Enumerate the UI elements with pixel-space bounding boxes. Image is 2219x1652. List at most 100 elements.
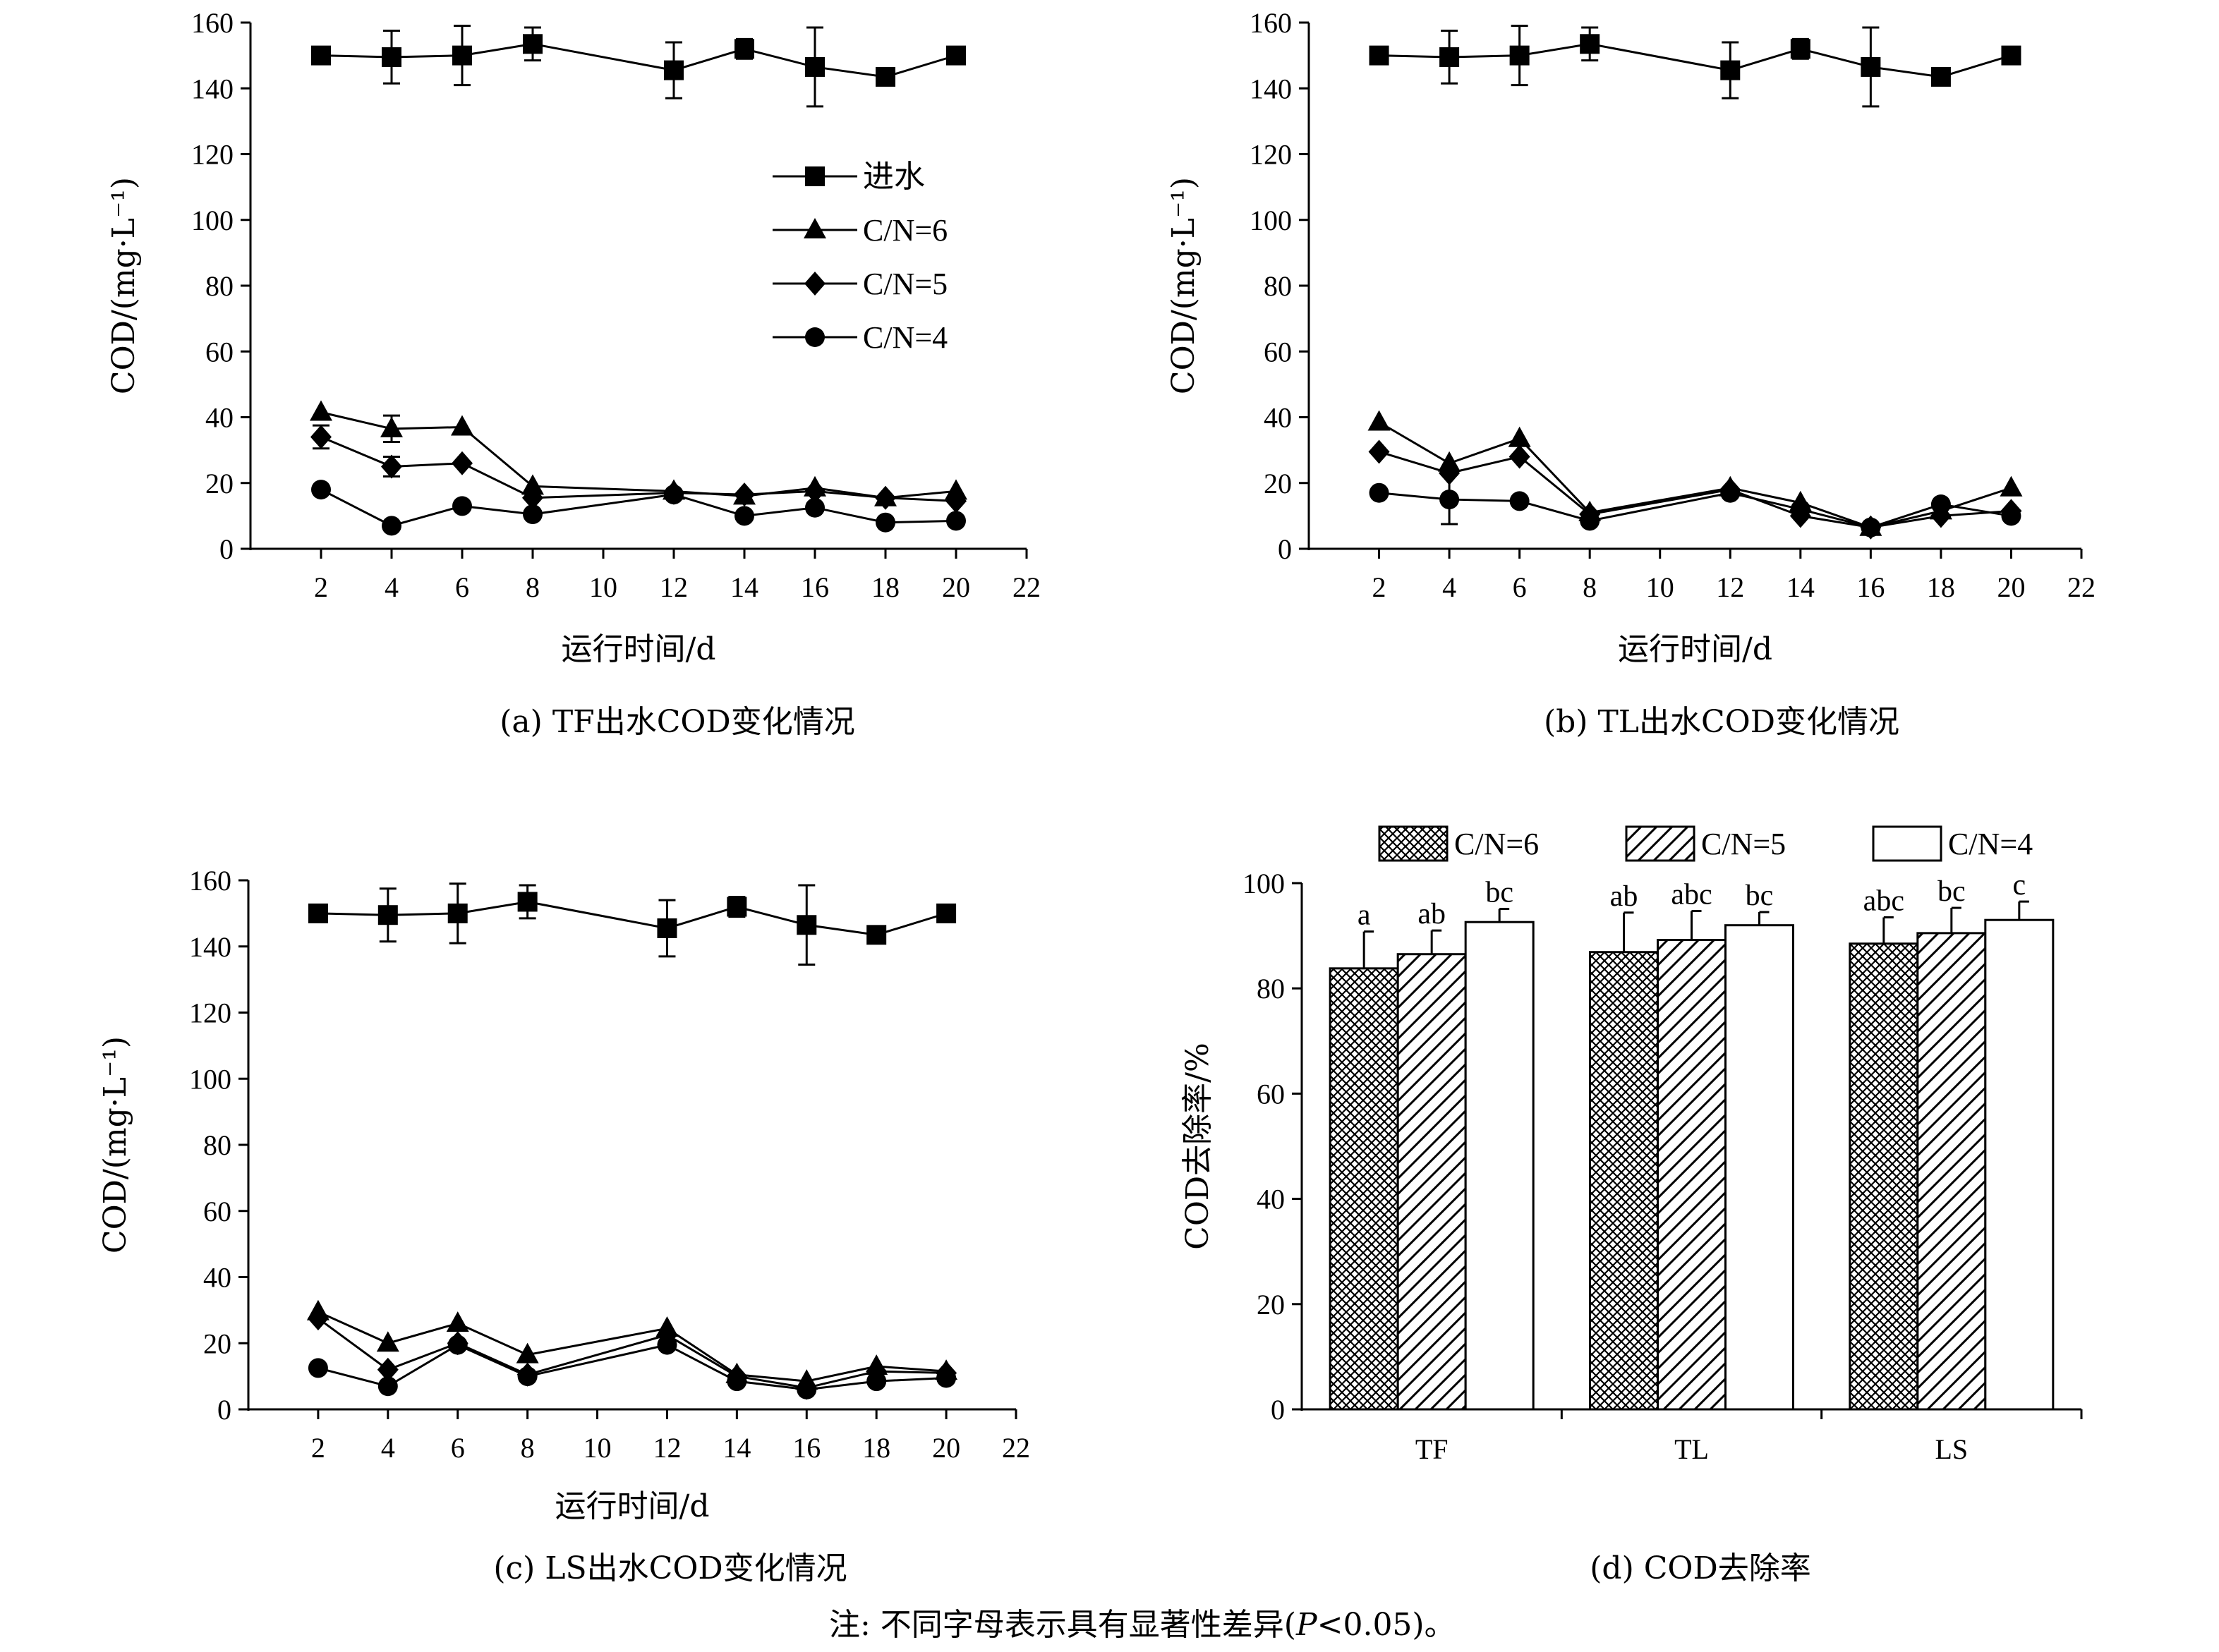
data-point-square	[308, 903, 328, 923]
series-line	[318, 900, 947, 936]
data-point-triangle	[1367, 410, 1391, 431]
x-tick-label: 10	[584, 1432, 612, 1464]
data-point-square	[523, 34, 543, 54]
x-tick-label: 18	[862, 1432, 890, 1464]
data-point-square	[517, 892, 538, 912]
data-point-triangle	[380, 416, 403, 437]
x-tick-label: 8	[526, 571, 540, 603]
significance-label: bc	[1485, 877, 1513, 909]
y-tick-label: 40	[205, 402, 234, 434]
x-tick-label: 22	[1002, 1432, 1030, 1464]
chart-b: 0 20 40 60 80 100 120 140 160 2 4 6 8 10 12 14 16 18 20 22 运…	[1166, 7, 2096, 740]
x-axis-title: 运行时间/d	[1618, 631, 1772, 667]
significance-label: a	[1358, 899, 1371, 932]
y-tick-label: 120	[1250, 139, 1292, 171]
data-point-circle	[664, 485, 684, 505]
chart-c: 0 20 40 60 80 100 120 140 160 2 4 6 8 10 12 14 16 18 20 22 运…	[97, 865, 1030, 1586]
legend-marker-diamond	[804, 272, 826, 296]
x-tick-label: 18	[871, 571, 900, 603]
data-point-circle	[377, 1376, 398, 1397]
y-tick-label: 140	[1250, 73, 1292, 104]
data-point-circle	[657, 1335, 677, 1355]
bar	[1849, 942, 1919, 1411]
chart-caption: (b) TL出水COD变化情况	[1544, 704, 1899, 740]
legend-label: C/N=6	[863, 213, 948, 248]
x-tick-label: 4	[1442, 571, 1456, 603]
y-tick-label: 0	[217, 1394, 231, 1426]
data-point-circle	[382, 516, 401, 536]
significance-label: c	[2013, 869, 2026, 901]
bar	[1916, 932, 1987, 1411]
x-category-label: TL	[1674, 1433, 1709, 1465]
series-1	[1367, 410, 2023, 536]
data-point-square	[734, 39, 754, 59]
bar	[1724, 924, 1794, 1411]
data-point-square	[797, 915, 817, 935]
data-point-diamond	[734, 482, 755, 507]
data-point-circle	[1790, 499, 1810, 520]
data-point-square	[382, 47, 401, 67]
legend-marker-square	[805, 166, 825, 186]
data-point-circle	[1861, 517, 1881, 537]
x-tick-label: 8	[1583, 571, 1597, 603]
series-0	[308, 882, 957, 966]
data-point-diamond	[310, 425, 332, 449]
data-point-triangle	[1508, 426, 1531, 447]
legend-marker-triangle	[804, 218, 826, 238]
data-point-diamond	[1508, 444, 1530, 469]
significance-label: abc	[1863, 885, 1904, 917]
y-tick-label: 100	[1250, 205, 1292, 236]
x-tick-label: 2	[311, 1432, 325, 1464]
footnote: 注: 不同字母表示具有显著性差异(P<0.05)。	[829, 1607, 1456, 1643]
data-point-diamond	[522, 485, 543, 510]
legend-label: C/N=4	[1948, 827, 2033, 861]
data-point-diamond	[875, 485, 896, 510]
series-line	[318, 1343, 947, 1391]
data-point-diamond	[804, 479, 826, 504]
legend-marker-circle	[805, 327, 825, 347]
y-tick-label: 100	[191, 205, 234, 236]
data-point-square	[1790, 39, 1810, 59]
x-tick-label: 20	[942, 571, 970, 603]
data-point-triangle	[451, 415, 473, 436]
data-point-triangle	[376, 1331, 399, 1352]
data-point-diamond	[1368, 439, 1390, 464]
y-tick-label: 100	[1242, 868, 1285, 899]
x-tick-label: 16	[801, 571, 829, 603]
chart-caption: (c) LS出水COD变化情况	[493, 1550, 847, 1586]
y-tick-label: 0	[1271, 1394, 1285, 1426]
data-point-triangle	[521, 474, 544, 495]
data-point-square	[664, 60, 684, 80]
y-axis-title: COD/(mg·L⁻¹)	[97, 1036, 133, 1253]
series-0	[311, 25, 966, 108]
y-tick-label: 160	[1250, 7, 1292, 39]
data-point-square	[1861, 56, 1881, 77]
legend: C/N=6 C/N=5 C/N=4	[1378, 825, 2033, 862]
data-point-square	[377, 905, 398, 925]
x-tick-label: 2	[314, 571, 328, 603]
significance-label: bc	[1937, 875, 1966, 908]
data-point-circle	[517, 1366, 538, 1387]
data-point-square	[447, 903, 468, 923]
x-tick-label: 22	[1012, 571, 1041, 603]
data-point-circle	[308, 1358, 328, 1378]
series-3	[1369, 473, 2021, 537]
footnote-p-italic: P	[1295, 1607, 1318, 1643]
data-point-square	[1720, 60, 1741, 80]
data-point-square	[1930, 66, 1951, 87]
y-tick-label: 60	[205, 336, 234, 368]
y-tick-label: 160	[191, 7, 234, 39]
y-tick-label: 0	[1278, 533, 1292, 565]
x-tick-label: 14	[1786, 571, 1815, 603]
data-point-diamond	[307, 1306, 329, 1331]
series-line	[320, 411, 957, 499]
data-point-square	[657, 918, 677, 938]
bar	[1589, 951, 1659, 1411]
data-point-square	[452, 45, 472, 66]
legend-swatch	[1625, 825, 1695, 862]
series-3	[308, 1335, 957, 1399]
y-tick-label: 140	[189, 931, 231, 963]
significance-label: ab	[1417, 898, 1446, 930]
legend-label: C/N=4	[863, 320, 948, 355]
